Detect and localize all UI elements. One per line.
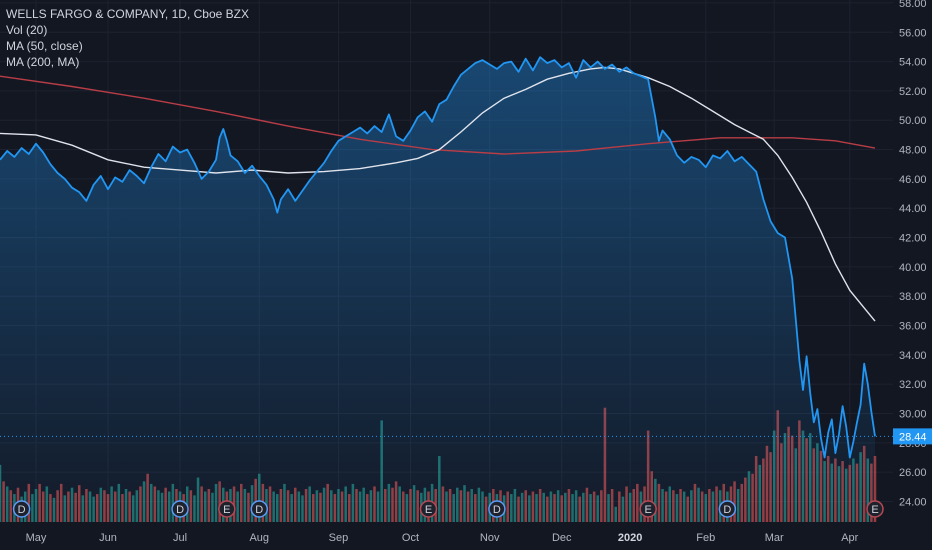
event-marker-circle: [866, 500, 884, 518]
price-tick-label: 48.00: [899, 145, 927, 157]
dividend-marker[interactable]: D: [488, 500, 506, 518]
price-area-fill: [0, 57, 875, 522]
price-axis[interactable]: 24.0026.0028.0030.0032.0034.0036.0038.00…: [893, 0, 932, 550]
event-marker-label: E: [871, 504, 878, 516]
ma50-series: [0, 66, 876, 322]
event-marker-circle: [488, 500, 506, 518]
time-tick-label: Feb: [696, 532, 715, 544]
event-marker-circle: [718, 500, 737, 518]
time-tick-label: Mar: [765, 532, 784, 544]
event-marker-label: D: [176, 504, 184, 516]
time-tick-label: Jun: [99, 532, 117, 544]
earnings-marker[interactable]: E: [419, 500, 438, 518]
price-area: [0, 57, 875, 522]
event-marker-circle: [419, 500, 438, 518]
last-price-badge: [893, 428, 932, 445]
earnings-marker[interactable]: E: [639, 500, 657, 518]
dividend-marker[interactable]: D: [12, 500, 31, 518]
event-marker-label: D: [493, 504, 501, 516]
earnings-marker[interactable]: E: [866, 500, 884, 518]
time-tick-label: Nov: [480, 532, 500, 544]
price-tick-label: 44.00: [899, 203, 927, 215]
time-axis-bg: [0, 522, 932, 550]
time-axis[interactable]: May Jun Jul Aug Sep Oct Nov Dec 2020 Feb Mar Apr: [0, 522, 932, 550]
price-line: [0, 56, 876, 459]
time-tick-label: Sep: [329, 532, 349, 544]
dividend-marker[interactable]: D: [171, 500, 189, 518]
event-marker-label: D: [723, 504, 731, 516]
price-tick-label: 26.00: [899, 467, 927, 479]
price-tick-label: 32.00: [899, 379, 927, 391]
price-tick-label: 36.00: [899, 321, 927, 333]
ma50-indicator-label[interactable]: MA (50, close): [6, 39, 83, 53]
event-marker-circle: [171, 500, 189, 518]
event-marker-label: D: [18, 504, 26, 516]
event-marker-label: D: [255, 504, 263, 516]
chart-legend: WELLS FARGO & COMPANY, 1D, Cboe BZX Vol …: [6, 6, 249, 70]
event-marker-label: E: [223, 504, 230, 516]
price-tick-label: 52.00: [899, 86, 927, 98]
last-price-label: 28.44: [899, 431, 927, 443]
volume-indicator-label[interactable]: Vol (20): [6, 23, 48, 37]
price-tick-label: 38.00: [899, 291, 927, 303]
event-marker-circle: [218, 500, 236, 518]
earnings-marker[interactable]: E: [218, 500, 236, 518]
price-tick-label: 56.00: [899, 27, 927, 39]
event-marker-label: E: [644, 504, 651, 516]
time-tick-label: May: [26, 532, 47, 544]
time-tick-label: Dec: [552, 532, 572, 544]
price-tick-label: 50.00: [899, 115, 927, 127]
time-tick-label: Aug: [249, 532, 269, 544]
price-tick-label: 40.00: [899, 262, 927, 274]
price-tick-label: 58.00: [899, 0, 927, 10]
event-marker-circle: [639, 500, 657, 518]
price-tick-label: 42.00: [899, 233, 927, 245]
price-tick-label: 34.00: [899, 350, 927, 362]
ma200-line: [0, 75, 876, 155]
event-marker-circle: [12, 500, 31, 518]
symbol-title[interactable]: WELLS FARGO & COMPANY, 1D, Cboe BZX: [6, 7, 249, 21]
ma200-series: [0, 75, 876, 155]
time-tick-label: Apr: [841, 532, 858, 544]
ma50-line: [0, 66, 876, 322]
dividend-marker[interactable]: D: [250, 500, 269, 518]
event-marker-label: E: [425, 504, 432, 516]
price-tick-label: 24.00: [899, 496, 927, 508]
price-series: [0, 56, 876, 459]
time-tick-label: 2020: [618, 532, 642, 544]
time-tick-label: Jul: [173, 532, 187, 544]
event-marker-circle: [250, 500, 269, 518]
ma200-indicator-label[interactable]: MA (200, MA): [6, 55, 80, 69]
dividend-marker[interactable]: D: [718, 500, 737, 518]
time-tick-label: Oct: [402, 532, 419, 544]
price-tick-label: 54.00: [899, 57, 927, 69]
price-tick-label: 30.00: [899, 408, 927, 420]
price-tick-label: 46.00: [899, 174, 927, 186]
price-axis-bg: [893, 0, 932, 550]
